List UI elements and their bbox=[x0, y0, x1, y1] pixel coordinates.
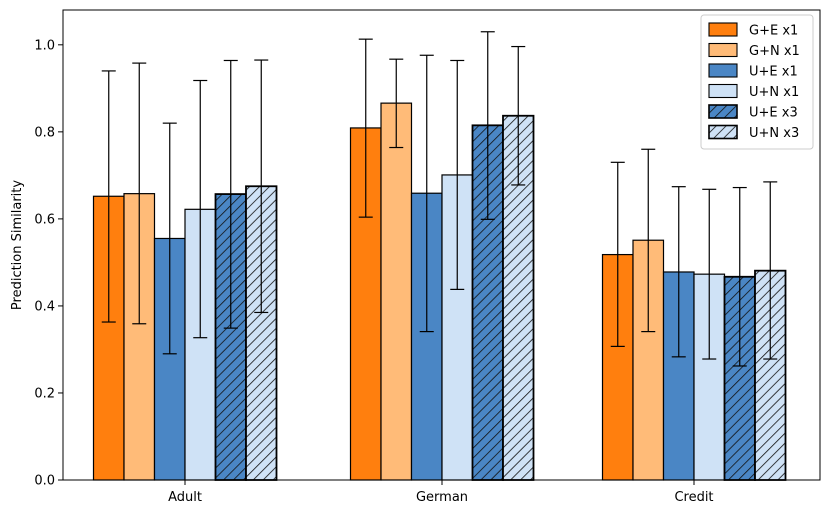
error-bars-group bbox=[101, 31, 778, 367]
y-tick-label: 1.0 bbox=[34, 38, 55, 53]
x-axis: Adult German Credit bbox=[168, 480, 714, 505]
x-tick-label: German bbox=[416, 490, 468, 505]
x-tick-label: Adult bbox=[168, 490, 202, 505]
legend-label: U+N x1 bbox=[749, 85, 799, 100]
legend-label: U+E x3 bbox=[749, 106, 798, 121]
legend: G+E x1 G+N x1 U+E x1 U+N x1 U+E x3 U+N x3 bbox=[700, 14, 814, 150]
y-tick-label: 0.0 bbox=[34, 474, 55, 489]
y-tick-label: 0.4 bbox=[34, 299, 55, 314]
legend-label: G+N x1 bbox=[749, 44, 800, 59]
bar bbox=[754, 269, 787, 481]
y-axis: 0.0 0.2 0.4 0.6 0.8 1.0 bbox=[34, 38, 63, 489]
legend-label: G+E x1 bbox=[749, 24, 798, 39]
bar bbox=[380, 102, 413, 481]
legend-swatch bbox=[708, 124, 738, 140]
legend-label: U+E x1 bbox=[749, 65, 798, 80]
legend-swatch bbox=[708, 63, 738, 78]
legend-swatch bbox=[708, 83, 738, 99]
y-axis-label: Prediction Similarity bbox=[10, 180, 25, 310]
legend-swatch bbox=[708, 104, 738, 119]
y-tick-label: 0.8 bbox=[34, 125, 55, 140]
bars-group bbox=[92, 102, 787, 481]
legend-swatch bbox=[708, 42, 738, 58]
y-tick-label: 0.2 bbox=[34, 386, 55, 401]
y-tick-label: 0.6 bbox=[34, 212, 55, 227]
legend-label: U+N x3 bbox=[749, 126, 799, 141]
legend-swatch bbox=[708, 22, 738, 37]
x-tick-label: Credit bbox=[674, 490, 713, 505]
